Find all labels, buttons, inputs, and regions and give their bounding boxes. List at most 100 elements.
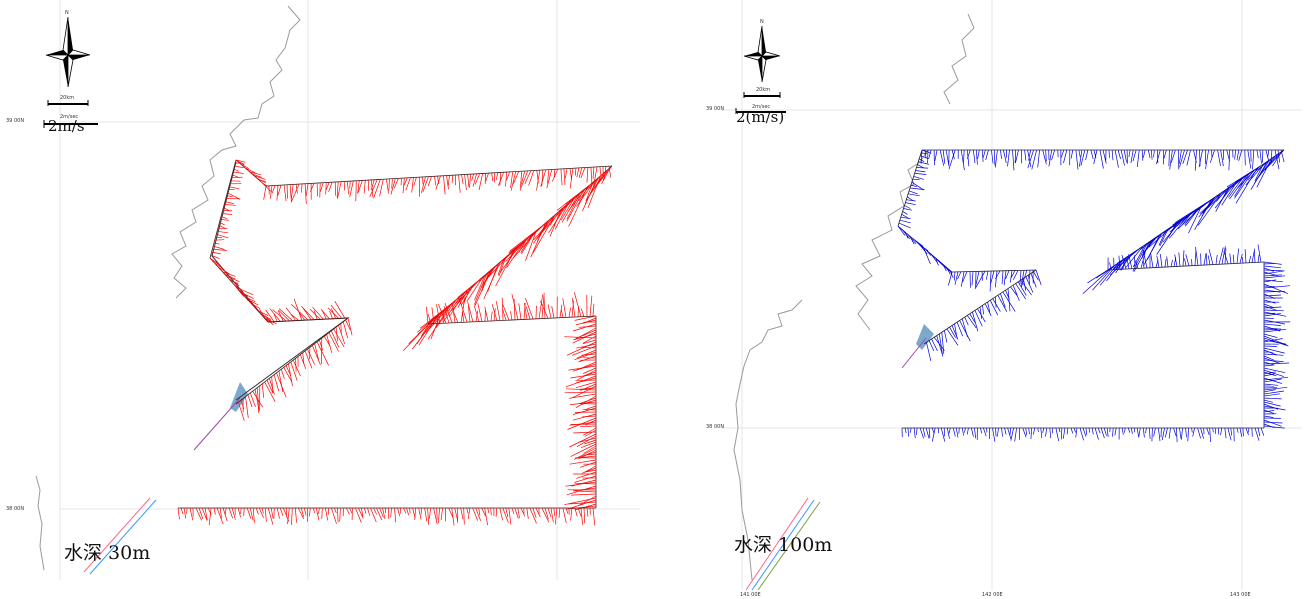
current-vector xyxy=(1263,299,1276,304)
current-vector xyxy=(958,427,960,434)
current-vector xyxy=(370,179,374,198)
current-vector xyxy=(944,330,948,343)
current-vector xyxy=(1203,253,1207,266)
current-vector xyxy=(1142,149,1146,158)
current-vector xyxy=(1151,427,1153,442)
current-vector xyxy=(569,421,597,426)
current-vector xyxy=(984,303,992,316)
current-vector xyxy=(1263,312,1276,315)
current-vector xyxy=(285,307,296,321)
coastline xyxy=(171,5,301,299)
current-vector xyxy=(1263,267,1275,272)
map-panel-depth-100m: N 20km 2m/sec 39 00N 38 00N 141 00E 142 … xyxy=(652,0,1304,599)
current-vector xyxy=(458,296,468,323)
current-vector xyxy=(321,507,323,519)
current-vector xyxy=(897,225,906,236)
current-vector xyxy=(333,328,345,348)
current-vector xyxy=(1145,427,1147,434)
current-vectors xyxy=(177,159,613,526)
current-vector xyxy=(554,507,558,525)
current-vector xyxy=(1145,237,1156,251)
current-vector xyxy=(491,304,498,321)
current-vector xyxy=(1164,427,1168,438)
current-vector xyxy=(566,485,597,496)
current-vector xyxy=(320,308,330,320)
current-vector xyxy=(967,315,977,329)
current-vector xyxy=(1128,254,1133,269)
current-vector xyxy=(478,173,483,191)
current-vector xyxy=(232,282,245,297)
current-vector xyxy=(1263,274,1282,277)
current-vector xyxy=(506,171,511,181)
current-vector xyxy=(921,149,932,154)
current-vector xyxy=(921,245,929,252)
current-vector xyxy=(513,298,516,320)
current-vector xyxy=(582,339,597,345)
current-vector xyxy=(328,332,339,352)
current-vector xyxy=(1263,397,1282,400)
current-vector xyxy=(1015,283,1027,300)
current-vector xyxy=(580,441,597,449)
current-vector xyxy=(1263,347,1285,354)
diagonal-line-b xyxy=(751,499,815,591)
current-vector xyxy=(580,167,586,179)
current-vector xyxy=(982,305,984,315)
speed-legend-label: 2m/s xyxy=(48,117,85,135)
current-vector xyxy=(427,313,432,324)
current-vector xyxy=(946,427,950,439)
current-vector xyxy=(603,166,607,179)
current-vector xyxy=(1135,260,1139,269)
current-vector xyxy=(1263,338,1283,343)
current-vector xyxy=(219,507,222,519)
current-vector xyxy=(232,171,244,174)
current-vector xyxy=(579,403,597,405)
current-vector xyxy=(918,161,929,165)
scale-speed-label: 2m/sec xyxy=(752,104,771,110)
current-vector xyxy=(1182,250,1185,267)
current-vector xyxy=(280,369,285,379)
current-vector xyxy=(568,187,588,227)
current-vector xyxy=(502,309,507,321)
current-vector xyxy=(1159,228,1169,247)
current-vector xyxy=(1025,427,1028,436)
depth-label: 水深 30m xyxy=(64,542,151,564)
current-vector xyxy=(1009,270,1013,283)
current-vector xyxy=(546,169,553,189)
current-vector xyxy=(579,461,597,468)
current-vector xyxy=(582,178,598,212)
current-vector xyxy=(505,507,509,518)
current-vector xyxy=(568,393,597,399)
current-vector xyxy=(323,336,331,347)
current-vector xyxy=(211,259,219,264)
current-vector xyxy=(1120,149,1125,166)
current-vector xyxy=(1115,257,1127,274)
current-vector xyxy=(980,427,983,434)
diagonal-line-b xyxy=(89,499,157,575)
current-vector xyxy=(1239,253,1243,264)
current-vector xyxy=(570,423,597,425)
current-vector xyxy=(921,152,928,155)
current-vector xyxy=(1220,149,1224,167)
current-vector xyxy=(279,507,284,517)
current-vector xyxy=(259,309,269,323)
current-vector xyxy=(433,507,438,525)
current-vector xyxy=(985,149,989,161)
current-vector xyxy=(1007,427,1012,440)
current-vector xyxy=(219,222,225,226)
current-vector xyxy=(532,507,537,518)
current-vector xyxy=(1216,189,1227,202)
current-vector xyxy=(218,224,226,229)
current-vector xyxy=(928,427,931,438)
current-vector xyxy=(403,507,407,514)
current-vector xyxy=(1004,427,1007,435)
depth-label: 水深 100m xyxy=(734,534,833,556)
current-vector xyxy=(1030,427,1033,440)
current-vector xyxy=(1102,149,1107,164)
current-vector xyxy=(469,174,471,188)
current-vector xyxy=(467,301,474,322)
current-vector xyxy=(578,355,597,363)
current-vector xyxy=(533,219,550,244)
current-vector xyxy=(1178,252,1181,267)
current-vector xyxy=(1169,214,1190,239)
current-vector xyxy=(213,507,216,515)
